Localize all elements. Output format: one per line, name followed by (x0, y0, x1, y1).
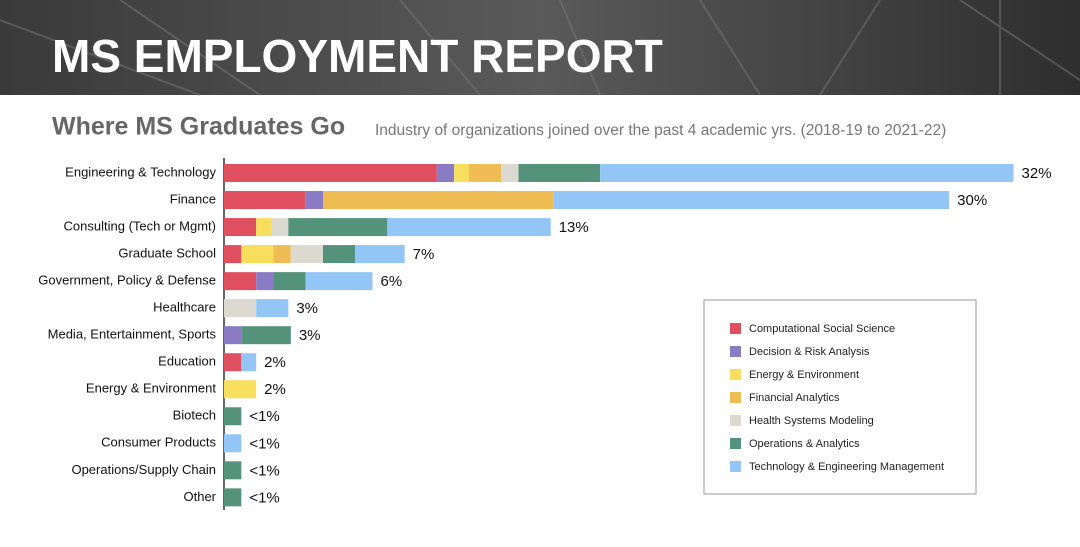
bar-segment (224, 218, 257, 237)
category-label: Finance (170, 191, 216, 206)
category-label: Biotech (173, 408, 216, 423)
bar-segment (305, 191, 323, 210)
total-label: <1% (249, 435, 279, 452)
bar-segment (224, 407, 242, 426)
bar-segment (241, 353, 257, 372)
legend-swatch (730, 392, 741, 403)
total-label: 3% (299, 327, 321, 344)
bar-segment (469, 164, 502, 182)
bar-segment (271, 218, 289, 237)
legend-label: Financial Analytics (749, 392, 840, 404)
bar-segment (241, 245, 274, 264)
total-label: <1% (249, 462, 279, 479)
total-label: 6% (381, 273, 403, 290)
bar-segment (241, 326, 291, 345)
total-label: 7% (413, 246, 435, 263)
category-label: Other (183, 489, 216, 504)
bar-segment (224, 299, 257, 318)
legend-swatch (730, 438, 741, 449)
bar-segment (273, 272, 306, 291)
chart-title: Where MS Graduates Go (52, 113, 345, 141)
category-label: Government, Policy & Defense (38, 273, 216, 288)
category-label: Energy & Environment (86, 381, 216, 396)
bar-segment (501, 164, 519, 182)
legend-box (703, 299, 977, 495)
total-label: 2% (264, 381, 286, 398)
legend-swatch (730, 461, 741, 472)
bar-segment (256, 299, 289, 318)
legend-swatch (730, 346, 741, 357)
bar-segment (224, 488, 242, 507)
bar-segment (224, 245, 242, 264)
bar-segment (273, 245, 291, 264)
legend-swatch (730, 323, 741, 334)
bar-segment (224, 380, 257, 399)
total-label: <1% (249, 408, 279, 425)
bar-segment (387, 218, 551, 237)
category-label: Consumer Products (101, 435, 216, 450)
bar-segment (256, 272, 274, 291)
bar-segment (323, 245, 356, 264)
category-label: Healthcare (153, 300, 216, 315)
legend-label: Health Systems Modeling (749, 415, 874, 427)
category-label: Engineering & Technology (65, 164, 216, 179)
bar-segment (553, 191, 950, 210)
total-label: <1% (249, 489, 279, 506)
bar-segment (224, 353, 242, 372)
category-label: Media, Entertainment, Sports (48, 327, 217, 342)
bar-segment (224, 461, 242, 480)
header: MS EMPLOYMENT REPORT (0, 0, 1080, 96)
bar-segment (323, 191, 554, 210)
bar-segment (436, 164, 455, 182)
bar-segment (224, 272, 257, 291)
bar-segment (305, 272, 373, 291)
bar-segment (224, 191, 306, 210)
bar-segment (355, 245, 405, 264)
bar-segment (224, 434, 242, 453)
bar-segment (290, 245, 323, 264)
bar-segment (224, 164, 437, 182)
header-background (0, 0, 1080, 95)
total-label: 30% (957, 192, 987, 209)
bar-segment (600, 164, 1014, 182)
total-label: 2% (264, 354, 286, 371)
bar-segment (454, 164, 470, 182)
category-label: Education (158, 354, 216, 369)
legend-swatch (730, 415, 741, 426)
legend-swatch (730, 369, 741, 380)
bar-segment (256, 218, 272, 237)
category-label: Graduate School (118, 246, 216, 261)
chart-subtitle: Industry of organizations joined over th… (375, 122, 946, 139)
total-label: 3% (296, 300, 318, 317)
legend-label: Operations & Analytics (749, 438, 860, 450)
page-title: MS EMPLOYMENT REPORT (52, 30, 663, 82)
total-label: 13% (559, 219, 589, 236)
legend-label: Energy & Environment (749, 369, 859, 381)
category-label: Consulting (Tech or Mgmt) (64, 218, 216, 233)
bar-segment (288, 218, 388, 237)
legend-label: Decision & Risk Analysis (749, 346, 870, 358)
category-label: Operations/Supply Chain (71, 462, 216, 477)
header-texture (0, 0, 1080, 96)
bar-segment (224, 326, 242, 345)
bar-segment (518, 164, 601, 182)
total-label: 32% (1022, 165, 1052, 182)
legend-label: Technology & Engineering Management (749, 461, 944, 473)
legend-label: Computational Social Science (749, 323, 895, 335)
